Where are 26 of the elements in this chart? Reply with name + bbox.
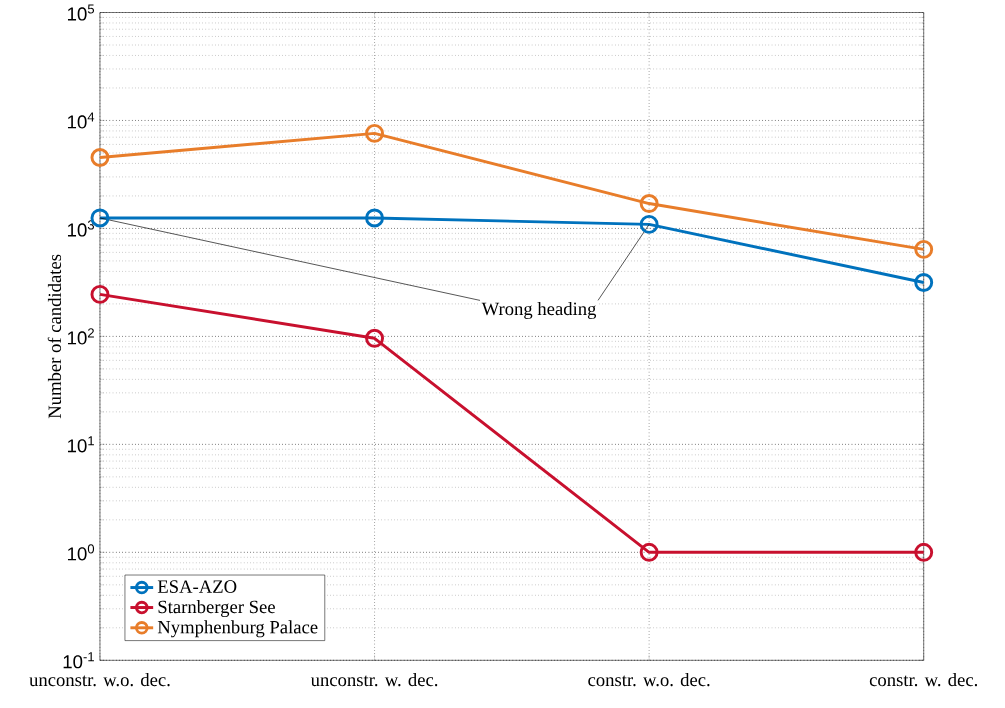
x-tick-label: constr. w.o. dec. [588,672,710,687]
y-tick-label: 10$^{4}$ [67,112,95,129]
y-tick-label: 10$^{0}$ [67,544,95,561]
y-tick-label: 10$^{1}$ [67,436,94,453]
point [365,208,385,228]
y-tick-label: 10$^{-1}$ [63,652,94,669]
point [914,239,934,259]
point [90,284,110,304]
annotation: Wrong heading [481,301,597,319]
point [639,542,659,562]
point [365,328,385,348]
point [90,147,110,167]
point [914,542,934,562]
point [639,193,659,213]
point [365,123,385,143]
y-tick-label: 10$^{2}$ [67,328,94,345]
point [639,214,659,234]
legend-label: Starnberger See [158,599,275,617]
point [914,272,934,292]
x-tick-label: constr. w. dec. [869,672,978,687]
legend-label: Nymphenburg Palace [157,620,318,638]
legend-label: ESA-AZO [157,580,237,593]
x-tick-label: unconstr. w. dec. [310,672,438,687]
y-tick-label: 10$^{5}$ [67,4,95,21]
y-axis-title: Number of candidates [47,254,62,419]
x-tick-label: unconstr. w.o. dec. [29,672,170,687]
